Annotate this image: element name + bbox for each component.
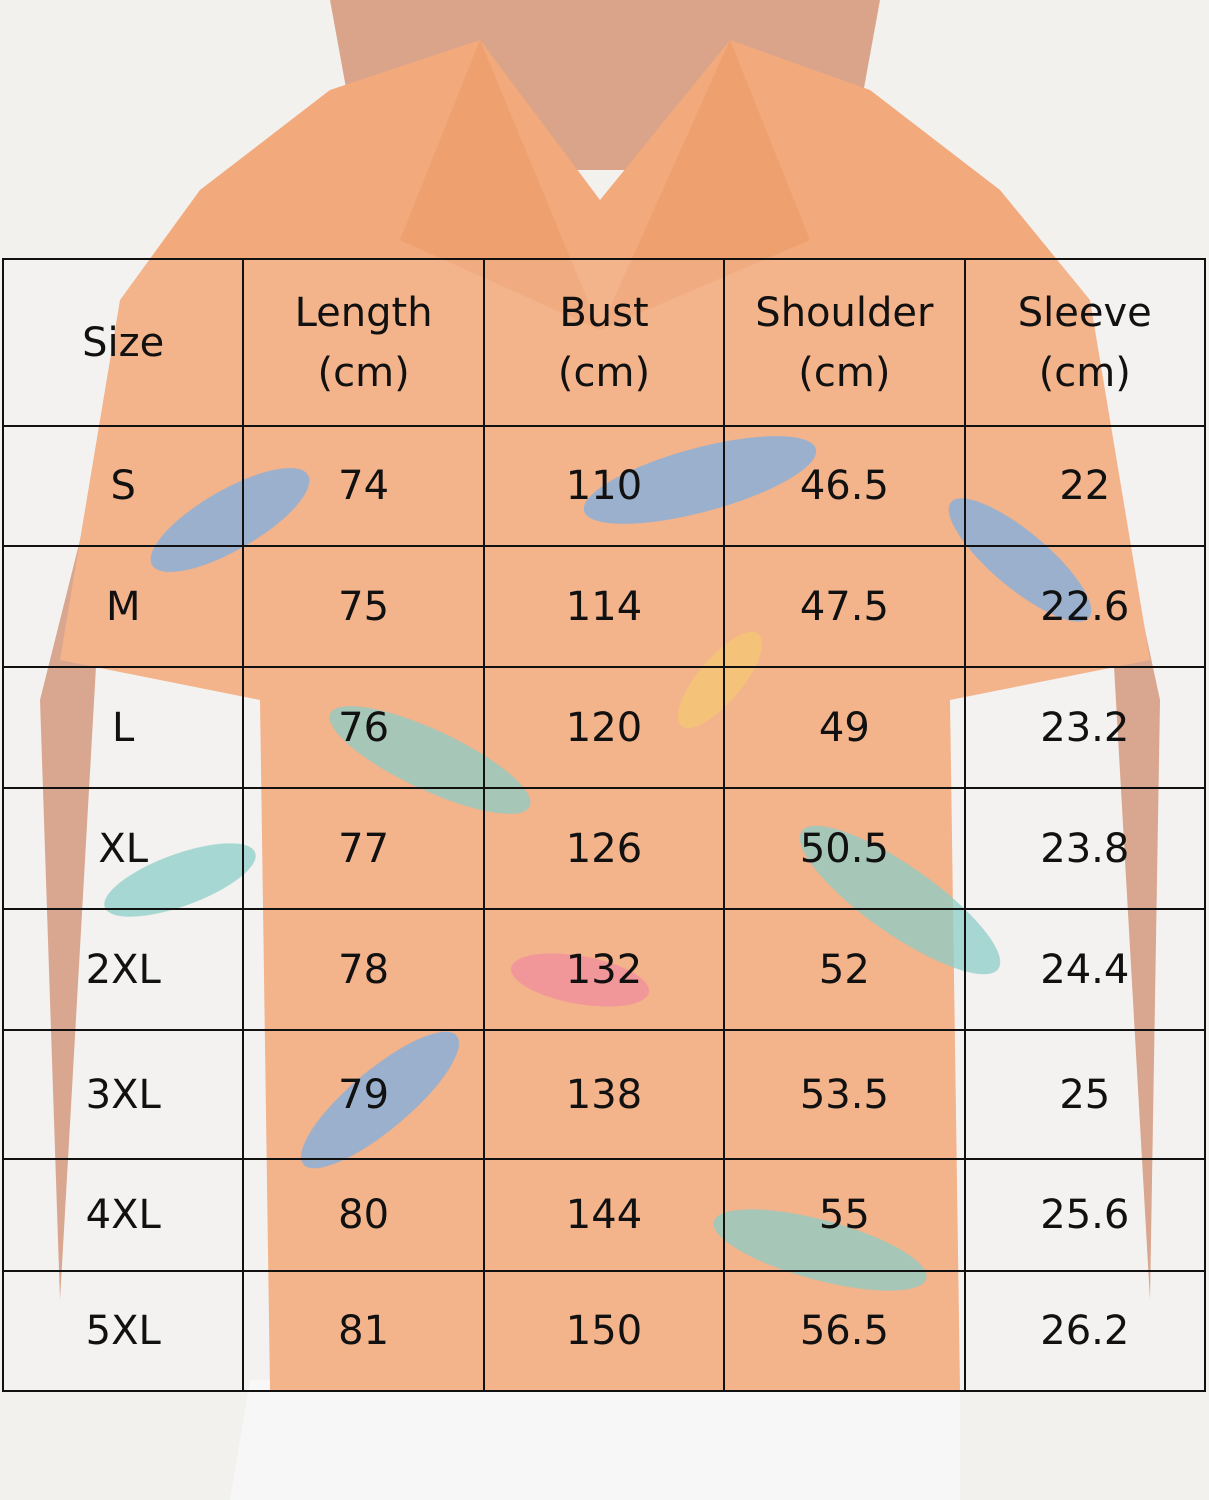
table-cell: 110 xyxy=(482,425,726,547)
header-cell: Size xyxy=(1,258,245,427)
table-cell: 53.5 xyxy=(723,1029,966,1160)
table-row: XL 77 126 50.5 23.8 xyxy=(1,787,1207,910)
table-cell: 81 xyxy=(242,1270,485,1392)
table-cell: L xyxy=(1,666,245,789)
table-cell: 23.2 xyxy=(963,666,1207,789)
table-cell: 22.6 xyxy=(963,545,1207,668)
table-cell: 144 xyxy=(482,1158,726,1272)
table-cell: 46.5 xyxy=(723,425,966,547)
table-cell: S xyxy=(1,425,245,547)
table-cell: 77 xyxy=(242,787,485,910)
table-cell: 138 xyxy=(482,1029,726,1160)
header-cell: Sleeve (cm) xyxy=(963,258,1207,427)
table-cell: 126 xyxy=(482,787,726,910)
table-row: 2XL 78 132 52 24.4 xyxy=(1,908,1207,1031)
table-cell: 114 xyxy=(482,545,726,668)
table-row: M 75 114 47.5 22.6 xyxy=(1,545,1207,668)
table-cell: 80 xyxy=(242,1158,485,1272)
table-cell: 4XL xyxy=(1,1158,245,1272)
table-cell: 25.6 xyxy=(963,1158,1207,1272)
table-cell: 76 xyxy=(242,666,485,789)
table-cell: 120 xyxy=(482,666,726,789)
table-cell: 52 xyxy=(723,908,966,1031)
table-cell: 5XL xyxy=(1,1270,245,1392)
header-cell: Bust (cm) xyxy=(482,258,726,427)
table-cell: 50.5 xyxy=(723,787,966,910)
table-cell: 78 xyxy=(242,908,485,1031)
table-row: L 76 120 49 23.2 xyxy=(1,666,1207,789)
table-cell: 79 xyxy=(242,1029,485,1160)
table-cell: 74 xyxy=(242,425,485,547)
table-cell: 24.4 xyxy=(963,908,1207,1031)
table-cell: 55 xyxy=(723,1158,966,1272)
table-cell: 26.2 xyxy=(963,1270,1207,1392)
table-cell: 56.5 xyxy=(723,1270,966,1392)
table-cell: 25 xyxy=(963,1029,1207,1160)
table-cell: 132 xyxy=(482,908,726,1031)
table-cell: 150 xyxy=(482,1270,726,1392)
table-cell: 75 xyxy=(242,545,485,668)
header-cell: Shoulder (cm) xyxy=(723,258,966,427)
table-cell: XL xyxy=(1,787,245,910)
size-table: Size Length (cm) Bust (cm) Shoulder (cm) Sle… xyxy=(1,258,1207,1392)
table-row: 4XL 80 144 55 25.6 xyxy=(1,1158,1207,1272)
table-row: S 74 110 46.5 22 xyxy=(1,425,1207,547)
table-cell: M xyxy=(1,545,245,668)
table-cell: 23.8 xyxy=(963,787,1207,910)
table-cell: 2XL xyxy=(1,908,245,1031)
header-cell: Length (cm) xyxy=(242,258,485,427)
table-cell: 47.5 xyxy=(723,545,966,668)
table-row: 3XL 79 138 53.5 25 xyxy=(1,1029,1207,1160)
table-cell: 49 xyxy=(723,666,966,789)
header-row: Size Length (cm) Bust (cm) Shoulder (cm) Sle… xyxy=(1,258,1207,427)
table-row: 5XL 81 150 56.5 26.2 xyxy=(1,1270,1207,1392)
table-cell: 3XL xyxy=(1,1029,245,1160)
table-cell: 22 xyxy=(963,425,1207,547)
